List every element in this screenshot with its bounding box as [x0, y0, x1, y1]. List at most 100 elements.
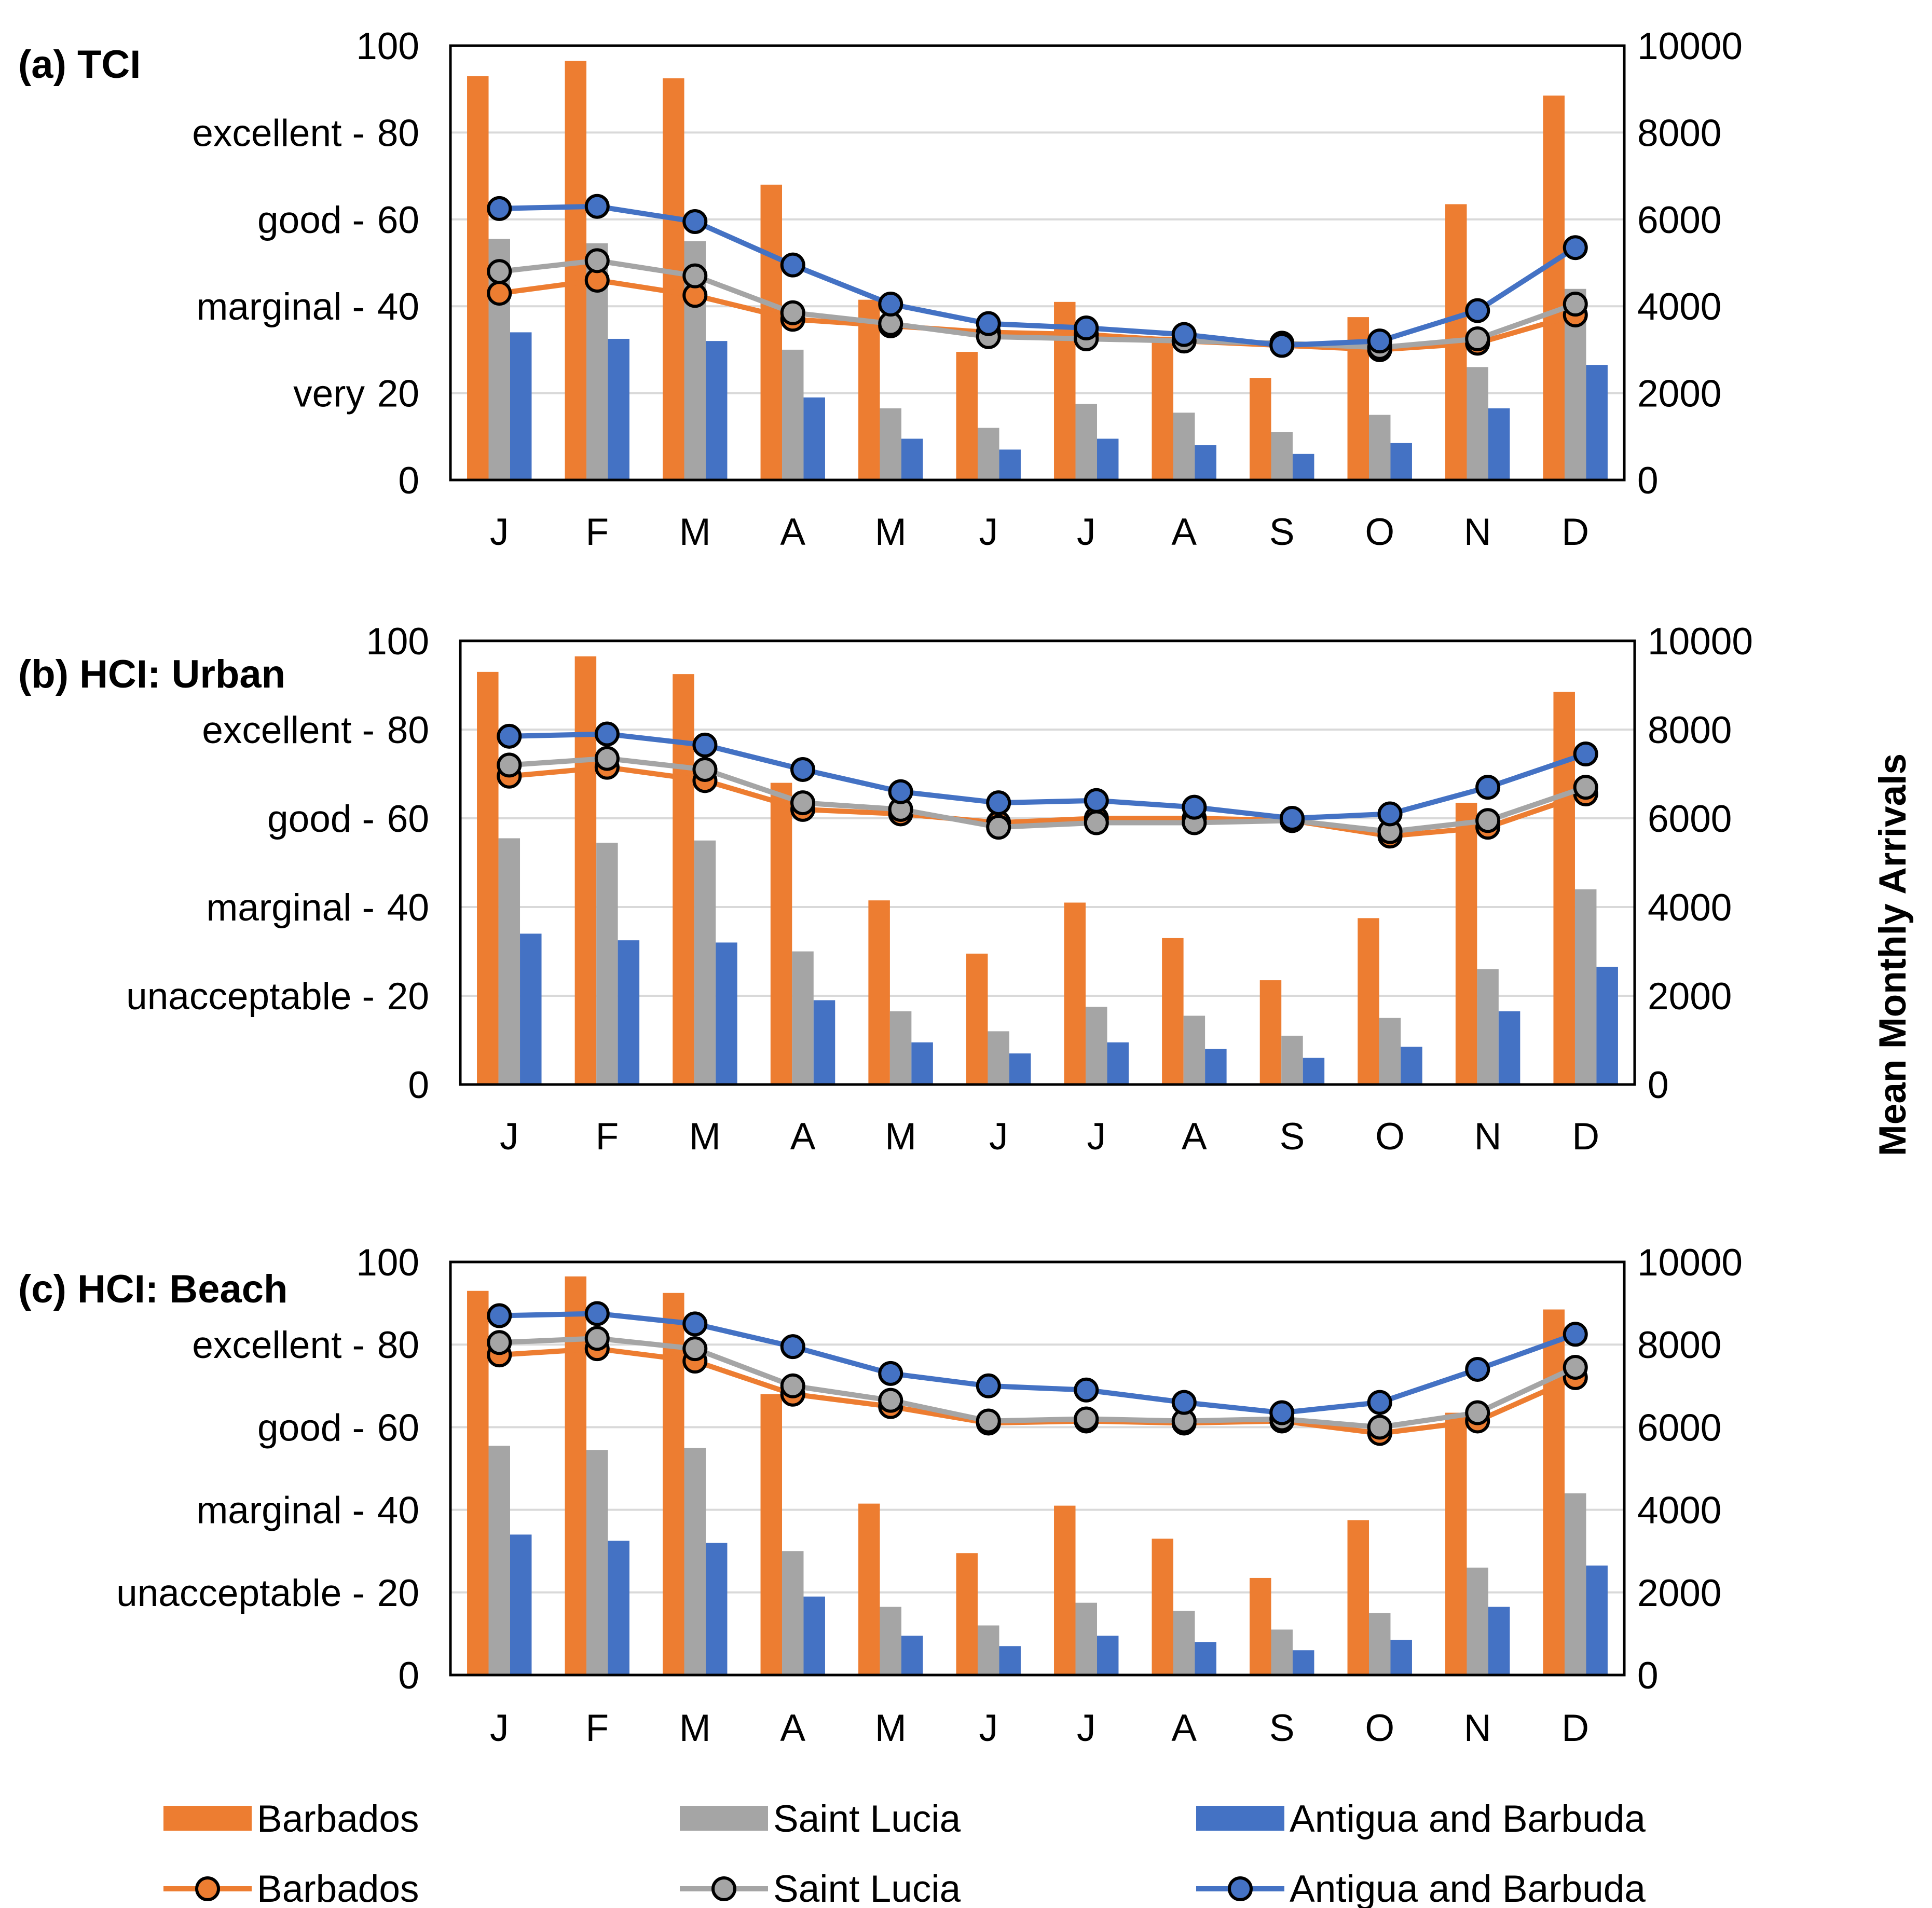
panel-c-bar[interactable]: [901, 1636, 923, 1675]
panel-c-point[interactable]: [1171, 1390, 1197, 1415]
panel-c-bar[interactable]: [1347, 1520, 1369, 1676]
panel-c-bar[interactable]: [1173, 1611, 1195, 1675]
panel-b-point[interactable]: [986, 790, 1011, 816]
panel-a-bar[interactable]: [901, 438, 923, 480]
panel-b-bar[interactable]: [1086, 1007, 1107, 1085]
panel-a-bar[interactable]: [1369, 415, 1391, 480]
panel-b-bar[interactable]: [1498, 1011, 1520, 1085]
panel-c-bar[interactable]: [1250, 1577, 1271, 1675]
panel-b-point[interactable]: [1279, 806, 1305, 831]
panel-a-bar[interactable]: [467, 76, 489, 481]
panel-c-bar[interactable]: [1195, 1642, 1216, 1675]
panel-b-point[interactable]: [497, 723, 522, 749]
panel-c-bar[interactable]: [586, 1450, 608, 1675]
panel-a-bar[interactable]: [1195, 445, 1216, 480]
panel-c-point[interactable]: [487, 1330, 512, 1355]
panel-a-bar[interactable]: [858, 299, 880, 480]
panel-b-point[interactable]: [1084, 788, 1109, 813]
panel-a-point[interactable]: [682, 209, 708, 234]
panel-c-bar[interactable]: [803, 1596, 825, 1675]
panel-c-point[interactable]: [878, 1361, 903, 1386]
panel-b-bar[interactable]: [1281, 1035, 1303, 1085]
panel-c-point[interactable]: [780, 1334, 805, 1360]
panel-c-point[interactable]: [487, 1303, 512, 1328]
panel-a-bar[interactable]: [1097, 438, 1119, 480]
panel-b-bar[interactable]: [1358, 918, 1379, 1085]
panel-c-bar[interactable]: [1467, 1568, 1488, 1675]
panel-a-bar[interactable]: [1543, 95, 1565, 480]
panel-b-point[interactable]: [1182, 794, 1207, 820]
panel-c-bar[interactable]: [1097, 1636, 1119, 1675]
legend-item-bar-saint-lucia[interactable]: Saint Lucia: [680, 1798, 961, 1840]
panel-c-point[interactable]: [682, 1311, 708, 1337]
panel-b-bar[interactable]: [498, 838, 520, 1085]
panel-c-bar[interactable]: [858, 1503, 880, 1675]
panel-a-bar[interactable]: [999, 449, 1021, 480]
panel-a-bar[interactable]: [1173, 413, 1195, 480]
panel-b-bar[interactable]: [1064, 902, 1086, 1085]
panel-a-bar[interactable]: [1467, 367, 1488, 480]
panel-a-bar[interactable]: [608, 338, 629, 480]
panel-b-point[interactable]: [888, 779, 913, 804]
panel-b-point[interactable]: [1377, 801, 1403, 827]
panel-a-bar[interactable]: [956, 352, 978, 480]
panel-a-point[interactable]: [1563, 235, 1588, 260]
panel-a-point[interactable]: [1171, 322, 1197, 347]
panel-b-bar[interactable]: [1379, 1018, 1401, 1085]
panel-a-bar[interactable]: [1586, 365, 1608, 480]
panel-c-bar[interactable]: [565, 1276, 587, 1675]
panel-b-bar[interactable]: [792, 951, 814, 1085]
panel-b-point[interactable]: [1084, 810, 1109, 835]
panel-a-bar[interactable]: [880, 408, 901, 480]
panel-b-bar[interactable]: [673, 674, 694, 1085]
panel-a-bar[interactable]: [663, 78, 684, 480]
panel-a-bar[interactable]: [978, 428, 999, 480]
panel-c-point[interactable]: [976, 1373, 1001, 1398]
panel-c-point[interactable]: [1367, 1415, 1392, 1440]
panel-b-bar[interactable]: [1596, 967, 1618, 1085]
panel-b-bar[interactable]: [1205, 1049, 1227, 1085]
panel-c-point[interactable]: [1074, 1377, 1099, 1403]
panel-a-point[interactable]: [584, 248, 610, 273]
panel-c-bar[interactable]: [782, 1551, 804, 1675]
panel-b-bar[interactable]: [889, 1011, 912, 1085]
panel-b-point[interactable]: [594, 721, 620, 747]
panel-b-bar[interactable]: [1107, 1042, 1129, 1085]
panel-b-bar[interactable]: [770, 783, 792, 1085]
panel-b-bar[interactable]: [477, 671, 499, 1085]
panel-c-bar[interactable]: [956, 1553, 978, 1675]
panel-b-point[interactable]: [986, 815, 1011, 840]
panel-a-bar[interactable]: [1488, 408, 1510, 480]
panel-c-point[interactable]: [976, 1408, 1001, 1434]
panel-a-point[interactable]: [780, 252, 805, 278]
panel-a-point[interactable]: [1563, 292, 1588, 317]
panel-b-point[interactable]: [497, 752, 522, 778]
panel-a-point[interactable]: [976, 311, 1001, 336]
panel-a-bar[interactable]: [510, 332, 532, 480]
panel-c-point[interactable]: [1269, 1400, 1295, 1425]
panel-b-bar[interactable]: [1401, 1047, 1422, 1085]
panel-c-bar[interactable]: [1390, 1640, 1412, 1675]
panel-b-bar[interactable]: [520, 934, 542, 1085]
panel-b-bar[interactable]: [716, 942, 737, 1085]
panel-b-bar[interactable]: [1553, 692, 1575, 1085]
panel-c-point[interactable]: [682, 1336, 708, 1362]
panel-a-point[interactable]: [780, 300, 805, 325]
panel-b-bar[interactable]: [694, 840, 716, 1085]
panel-c-bar[interactable]: [1543, 1309, 1565, 1675]
panel-c-bar[interactable]: [1565, 1493, 1586, 1675]
panel-c-bar[interactable]: [1075, 1602, 1097, 1675]
panel-c-bar[interactable]: [999, 1646, 1021, 1675]
panel-a-bar[interactable]: [1390, 443, 1412, 480]
legend-item-bar-antigua-and-barbuda[interactable]: Antigua and Barbuda: [1196, 1798, 1646, 1840]
panel-c-point[interactable]: [584, 1301, 610, 1326]
panel-b-bar[interactable]: [1162, 938, 1184, 1085]
panel-c-point[interactable]: [1465, 1400, 1490, 1425]
panel-a-bar[interactable]: [565, 61, 587, 481]
panel-a-point[interactable]: [1465, 326, 1490, 351]
panel-b-point[interactable]: [1573, 775, 1598, 800]
panel-b-bar[interactable]: [1009, 1053, 1031, 1085]
panel-b-bar[interactable]: [1303, 1058, 1325, 1085]
panel-c-bar[interactable]: [1271, 1629, 1293, 1675]
panel-a-point[interactable]: [1465, 298, 1490, 323]
